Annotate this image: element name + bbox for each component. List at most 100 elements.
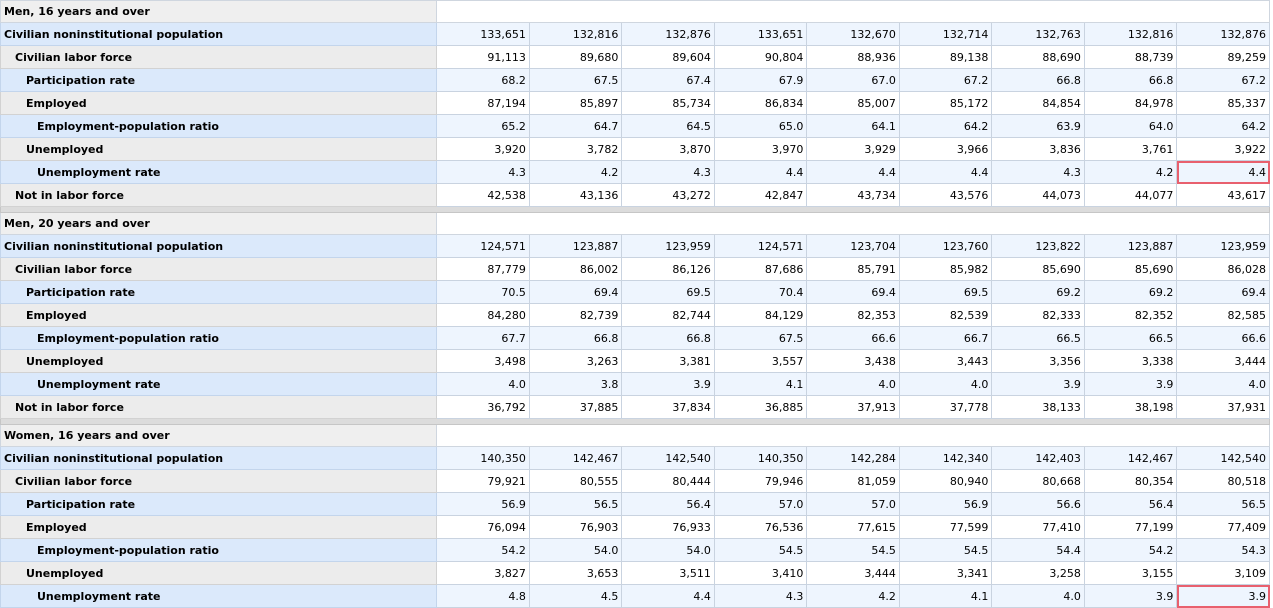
value-cell[interactable]: 4.5	[528, 584, 623, 608]
value-cell[interactable]: 142,540	[1176, 446, 1270, 470]
value-cell[interactable]: 3,557	[713, 349, 808, 373]
value-cell[interactable]: 54.5	[806, 538, 900, 562]
value-cell[interactable]: 84,280	[436, 303, 530, 327]
value-cell[interactable]: 77,410	[991, 515, 1085, 539]
value-cell[interactable]: 123,822	[991, 234, 1085, 258]
value-cell[interactable]: 85,897	[528, 91, 623, 115]
value-cell[interactable]: 3,155	[1083, 561, 1178, 585]
value-cell[interactable]: 132,670	[806, 22, 900, 46]
table-row-civilian-labor-force[interactable]: Civilian labor force 79,921 80,555 80,444 79…	[0, 469, 1270, 493]
value-cell[interactable]: 3,966	[898, 137, 993, 161]
value-cell[interactable]: 66.6	[806, 326, 900, 350]
value-cell[interactable]: 85,791	[806, 257, 900, 281]
value-cell[interactable]: 69.2	[1083, 280, 1178, 304]
value-cell[interactable]: 77,599	[898, 515, 993, 539]
table-row-unemployed[interactable]: Unemployed 3,827 3,653 3,511 3,410 3,444 3,341…	[0, 561, 1270, 585]
value-cell[interactable]: 124,571	[436, 234, 530, 258]
value-cell[interactable]: 67.5	[713, 326, 808, 350]
value-cell[interactable]: 3,356	[991, 349, 1085, 373]
value-cell[interactable]: 4.0	[806, 372, 900, 396]
value-cell[interactable]: 3,870	[621, 137, 715, 161]
value-cell[interactable]: 84,854	[991, 91, 1085, 115]
table-row-civilian-labor-force[interactable]: Civilian labor force 87,779 86,002 86,126 87…	[0, 257, 1270, 281]
value-cell[interactable]: 84,129	[713, 303, 808, 327]
value-cell[interactable]: 56.9	[436, 492, 530, 516]
table-row-employment-population-ratio[interactable]: Employment-population ratio 54.2 54.0 54.0 5…	[0, 538, 1270, 562]
value-cell[interactable]: 85,690	[991, 257, 1085, 281]
value-cell[interactable]: 88,936	[806, 45, 900, 69]
value-cell[interactable]: 38,133	[991, 395, 1085, 419]
value-cell[interactable]: 4.2	[806, 584, 900, 608]
value-cell[interactable]: 66.5	[1083, 326, 1178, 350]
value-cell[interactable]: 54.4	[991, 538, 1085, 562]
value-cell[interactable]: 4.8	[436, 584, 530, 608]
table-row-not-in-labor-force[interactable]: Not in labor force 42,538 43,136 43,272 42,8…	[0, 183, 1270, 207]
table-row-unemployment-rate[interactable]: Unemployment rate 4.3 4.2 4.3 4.4 4.4 4.4 4.3 4.…	[0, 160, 1270, 184]
value-cell[interactable]: 3,929	[806, 137, 900, 161]
value-cell[interactable]: 42,538	[436, 183, 530, 207]
value-cell[interactable]: 57.0	[806, 492, 900, 516]
value-cell[interactable]: 3,836	[991, 137, 1085, 161]
table-row-participation-rate[interactable]: Participation rate 56.9 56.5 56.4 57.0 57.0 56…	[0, 492, 1270, 516]
value-cell[interactable]: 82,585	[1176, 303, 1270, 327]
value-cell[interactable]: 65.2	[436, 114, 530, 138]
value-cell[interactable]: 56.6	[991, 492, 1085, 516]
value-cell[interactable]: 76,903	[528, 515, 623, 539]
value-cell[interactable]: 69.4	[528, 280, 623, 304]
value-cell[interactable]: 3,443	[898, 349, 993, 373]
value-cell[interactable]: 123,959	[621, 234, 715, 258]
value-cell[interactable]: 43,136	[528, 183, 623, 207]
value-cell[interactable]: 4.3	[991, 160, 1085, 184]
value-cell[interactable]: 3.9	[1083, 584, 1178, 608]
value-cell[interactable]: 4.3	[621, 160, 715, 184]
value-cell[interactable]: 82,333	[991, 303, 1085, 327]
value-cell[interactable]: 4.0	[436, 372, 530, 396]
value-cell[interactable]: 66.8	[991, 68, 1085, 92]
value-cell[interactable]: 3,338	[1083, 349, 1178, 373]
value-cell[interactable]: 54.2	[436, 538, 530, 562]
value-cell[interactable]: 86,002	[528, 257, 623, 281]
value-cell[interactable]: 3.8	[528, 372, 623, 396]
value-cell[interactable]: 3,970	[713, 137, 808, 161]
value-cell[interactable]: 85,982	[898, 257, 993, 281]
table-row-participation-rate[interactable]: Participation rate 68.2 67.5 67.4 67.9 67.0 67…	[0, 68, 1270, 92]
value-cell[interactable]: 85,172	[898, 91, 993, 115]
value-cell[interactable]: 37,885	[528, 395, 623, 419]
value-cell[interactable]: 63.9	[991, 114, 1085, 138]
value-cell[interactable]: 70.4	[713, 280, 808, 304]
value-cell[interactable]: 3.9	[1083, 372, 1178, 396]
value-cell[interactable]: 56.9	[898, 492, 993, 516]
value-cell[interactable]: 66.5	[991, 326, 1085, 350]
value-cell[interactable]: 3,782	[528, 137, 623, 161]
value-cell[interactable]: 77,409	[1176, 515, 1270, 539]
value-cell[interactable]: 3,109	[1176, 561, 1270, 585]
value-cell[interactable]: 77,199	[1083, 515, 1178, 539]
table-row-civilian-noninstitutional-population[interactable]: Civilian noninstitutional population 124,…	[0, 234, 1270, 258]
value-cell[interactable]: 64.7	[528, 114, 623, 138]
value-cell[interactable]: 3,444	[806, 561, 900, 585]
table-row-unemployment-rate[interactable]: Unemployment rate 4.8 4.5 4.4 4.3 4.2 4.1 4.0 3.…	[0, 584, 1270, 608]
value-cell[interactable]: 133,651	[713, 22, 808, 46]
value-cell[interactable]: 123,887	[528, 234, 623, 258]
value-cell[interactable]: 80,444	[621, 469, 715, 493]
value-cell[interactable]: 56.5	[528, 492, 623, 516]
value-cell[interactable]: 66.8	[621, 326, 715, 350]
value-cell[interactable]: 80,354	[1083, 469, 1178, 493]
value-cell[interactable]: 3,511	[621, 561, 715, 585]
value-cell[interactable]: 3,381	[621, 349, 715, 373]
value-cell[interactable]: 3,761	[1083, 137, 1178, 161]
value-cell[interactable]: 56.5	[1176, 492, 1270, 516]
value-cell[interactable]: 43,576	[898, 183, 993, 207]
value-cell[interactable]: 132,816	[1083, 22, 1178, 46]
value-cell[interactable]: 84,978	[1083, 91, 1178, 115]
value-cell[interactable]: 140,350	[713, 446, 808, 470]
value-cell[interactable]: 3,410	[713, 561, 808, 585]
value-cell[interactable]: 68.2	[436, 68, 530, 92]
table-row-civilian-noninstitutional-population[interactable]: Civilian noninstitutional population 140,…	[0, 446, 1270, 470]
value-cell[interactable]: 36,885	[713, 395, 808, 419]
table-row-unemployment-rate[interactable]: Unemployment rate 4.0 3.8 3.9 4.1 4.0 4.0 3.9 3.…	[0, 372, 1270, 396]
value-cell[interactable]: 4.1	[713, 372, 808, 396]
table-row-employed[interactable]: Employed 84,280 82,739 82,744 84,129 82,353 82…	[0, 303, 1270, 327]
value-cell[interactable]: 69.4	[806, 280, 900, 304]
value-cell[interactable]: 4.4	[806, 160, 900, 184]
